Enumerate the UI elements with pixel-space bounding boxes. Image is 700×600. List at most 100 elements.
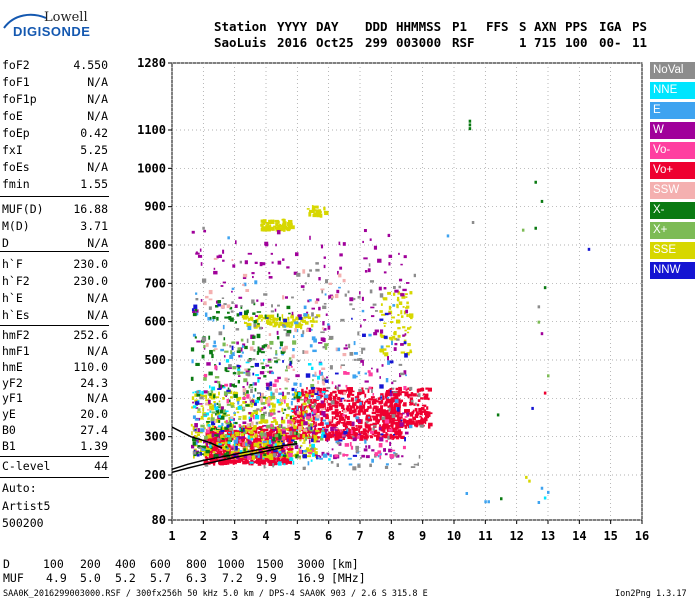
data-point (416, 403, 420, 407)
data-point (402, 288, 407, 292)
data-point (222, 281, 227, 284)
data-point (282, 395, 287, 400)
data-point (246, 430, 249, 435)
data-point (391, 340, 393, 346)
data-point (305, 436, 307, 441)
data-point (308, 436, 313, 439)
data-point (302, 269, 306, 274)
data-point (415, 411, 419, 415)
data-point (317, 380, 320, 384)
header-row2-cell-11: 11 (632, 35, 648, 50)
data-point (218, 391, 220, 396)
data-point (400, 343, 404, 346)
data-point (417, 412, 421, 415)
data-point (398, 285, 402, 289)
data-point (319, 436, 324, 441)
data-point (335, 347, 338, 351)
data-point (210, 434, 213, 437)
data-point (389, 405, 394, 410)
data-point (339, 266, 343, 270)
data-point (295, 454, 299, 459)
data-point (377, 431, 381, 436)
data-point (308, 212, 312, 217)
data-point (278, 403, 282, 406)
header-row1-cell-11: PS (632, 19, 648, 34)
data-point (306, 311, 309, 315)
data-point (263, 453, 267, 457)
data-point (383, 448, 386, 452)
data-point (384, 410, 388, 414)
param-value: 1.39 (80, 439, 108, 453)
data-point (223, 355, 226, 358)
data-point (260, 314, 263, 317)
param-key: h`F (2, 257, 23, 271)
data-point (272, 392, 275, 396)
data-point (239, 428, 241, 431)
data-point (191, 230, 195, 234)
data-point (263, 411, 267, 415)
data-point (353, 434, 357, 437)
data-point (364, 439, 367, 444)
param-separator (0, 251, 109, 252)
data-point (289, 450, 294, 453)
ionogram-chart: 1 2 3 4 5 6 7 8 9 10 11 12 13 14 15 1680200300400500600… (137, 56, 649, 543)
data-point (340, 421, 346, 424)
data-point (215, 304, 219, 308)
data-point (322, 321, 325, 326)
data-point (201, 278, 207, 283)
data-point (335, 393, 338, 398)
data-point (192, 401, 194, 404)
data-point (256, 299, 259, 302)
data-point (257, 346, 260, 351)
data-point (382, 395, 385, 400)
data-point (383, 322, 387, 325)
data-point (214, 426, 217, 428)
data-point (385, 378, 389, 383)
data-point (211, 386, 216, 391)
data-point (346, 393, 351, 398)
data-point (330, 460, 334, 464)
data-point (351, 429, 355, 434)
data-point (319, 213, 323, 218)
data-point (279, 227, 283, 232)
data-point (528, 479, 531, 483)
data-point (271, 226, 275, 231)
data-point (288, 312, 291, 315)
digisonde-logo-swoosh (3, 13, 47, 29)
data-point (227, 444, 231, 448)
data-point (191, 406, 194, 409)
param-key: yF1 (2, 391, 23, 405)
data-point (313, 428, 317, 431)
data-point (389, 360, 394, 364)
data-point (374, 429, 378, 434)
data-point (307, 461, 310, 466)
data-point (338, 286, 341, 289)
data-point (245, 361, 250, 364)
data-point (402, 326, 406, 329)
data-point (382, 352, 385, 355)
data-point (314, 300, 319, 304)
data-point (408, 419, 412, 424)
data-point (377, 450, 382, 454)
data-point (251, 427, 257, 431)
data-point (361, 410, 364, 413)
param-value: 230.0 (73, 257, 108, 271)
data-point (338, 439, 343, 442)
data-point (223, 429, 227, 433)
data-point (224, 420, 227, 424)
param-value: 0.42 (80, 126, 108, 140)
data-point (379, 437, 384, 442)
data-point (233, 439, 239, 444)
data-point (291, 415, 295, 418)
data-point (260, 219, 264, 223)
data-point (225, 414, 228, 417)
data-point (213, 453, 216, 458)
data-point (384, 425, 387, 430)
data-point (540, 199, 544, 203)
data-point (200, 262, 203, 266)
data-point (232, 433, 235, 436)
data-point (286, 403, 289, 407)
data-point (405, 293, 408, 296)
data-point (291, 398, 296, 401)
data-point (308, 389, 312, 394)
